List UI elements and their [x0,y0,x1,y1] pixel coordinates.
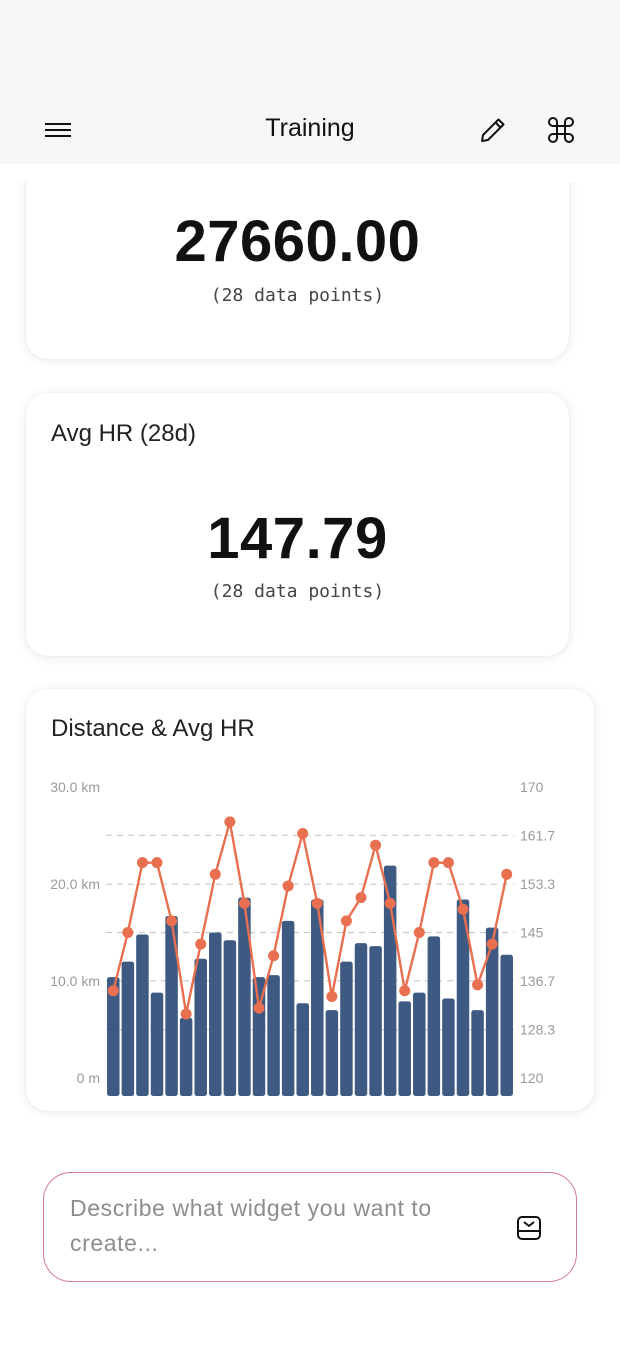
avg-hr-point [370,839,382,851]
avg-hr-point [136,857,148,869]
pencil-icon [481,118,505,142]
avg-hr-point [224,816,236,828]
avg-hr-point [340,915,352,927]
right-axis-tick-label: 136.7 [520,973,555,989]
avg-hr-point [486,938,498,950]
distance-bar [456,899,470,1096]
distance-bar [121,961,135,1096]
avg-hr-point [180,1008,192,1020]
distance-hr-chart: 30.0 km 20.0 km 10.0 km 0 m 170 161.7 153.3 145… [50,779,555,1096]
distance-bar [369,946,382,1096]
distance-bar [223,940,237,1096]
avg-hr-point [326,991,338,1003]
avg-hr-point [428,857,440,869]
left-axis-tick-label: 20.0 km [50,876,100,892]
distance-bar [325,1010,339,1096]
chart-title: Distance & Avg HR [51,715,255,742]
page-title: Training [265,114,355,142]
avg-hr-point [238,897,250,909]
left-axis-tick-label: 10.0 km [50,973,100,989]
distance-bar [296,1003,309,1096]
submit-tray-icon [517,1216,541,1240]
command-button[interactable] [537,106,585,154]
avg-hr-point [282,880,294,892]
submit-button[interactable] [512,1211,546,1245]
right-axis-tick-label: 170 [520,779,544,795]
distance-bar [485,927,499,1096]
distance-bar [238,897,251,1096]
distance-bar [354,943,368,1096]
avg-hr-point [413,927,425,938]
avg-hr-value: 147.79 [207,506,388,571]
distance-bar [136,934,149,1096]
distance-bar [194,958,207,1096]
distance-bar [267,975,280,1096]
avg-hr-point [384,897,396,909]
avg-hr-point [107,985,119,997]
distance-bar [442,998,455,1096]
avg-hr-title: Avg HR (28d) [51,420,196,447]
app-header: Training [0,98,620,162]
right-axis-tick-label: 145 [520,925,544,941]
right-axis-tick-label: 128.3 [520,1022,555,1038]
avg-hr-point [501,868,513,880]
distance-total-count: (28 data points) [210,285,385,306]
command-icon [548,117,574,143]
right-axis-tick-label: 161.7 [520,827,555,843]
avg-hr-point [355,892,367,904]
status-bar-area [0,0,620,164]
distance-bar [427,936,441,1096]
widget-list[interactable]: 27660.00 (28 data points) Avg HR (28d) 1… [0,182,620,1348]
distance-bar [413,992,426,1096]
distance-bar [340,961,353,1096]
avg-hr-count: (28 data points) [210,581,385,602]
avg-hr-point [399,985,411,997]
distance-hr-chart-card[interactable]: Distance & Avg HR 30.0 km 20.0 km 10.0 km 0… [26,689,594,1111]
avg-hr-point [151,857,163,869]
left-axis-tick-label: 30.0 km [50,779,100,795]
avg-hr-point [311,897,323,909]
distance-bar [165,916,178,1096]
distance-bar [107,977,120,1096]
menu-button[interactable] [34,106,82,154]
avg-hr-point [209,868,221,880]
avg-hr-point [442,857,454,869]
right-axis-tick-label: 120 [520,1070,544,1086]
right-axis-tick-label: 153.3 [520,876,555,892]
avg-hr-point [268,950,280,962]
avg-hr-point [122,927,134,938]
prompt-placeholder: Describe what widget you want to create.… [70,1195,432,1256]
avg-hr-point [195,938,207,950]
distance-bar [471,1010,484,1096]
avg-hr-point [253,1002,265,1014]
avg-hr-point [457,903,469,915]
distance-bar [398,1001,411,1096]
distance-bar [311,899,324,1096]
distance-bar [500,954,513,1096]
distance-bar [150,992,164,1096]
left-axis-tick-label: 0 m [77,1070,100,1086]
widget-prompt-input[interactable]: Describe what widget you want to create.… [43,1172,577,1282]
avg-hr-point [297,828,309,840]
distance-bar [209,932,222,1096]
distance-bar [281,920,295,1096]
edit-button[interactable] [469,106,517,154]
avg-hr-card[interactable]: Avg HR (28d) 147.79 (28 data points) [26,393,569,656]
avg-hr-line [112,820,508,1016]
avg-hr-point [166,915,178,927]
distance-bar [179,1017,193,1096]
hamburger-menu-icon [45,123,71,137]
distance-total-value: 27660.00 [174,209,421,274]
avg-hr-point [472,979,484,991]
distance-total-card[interactable]: 27660.00 (28 data points) [26,182,569,359]
